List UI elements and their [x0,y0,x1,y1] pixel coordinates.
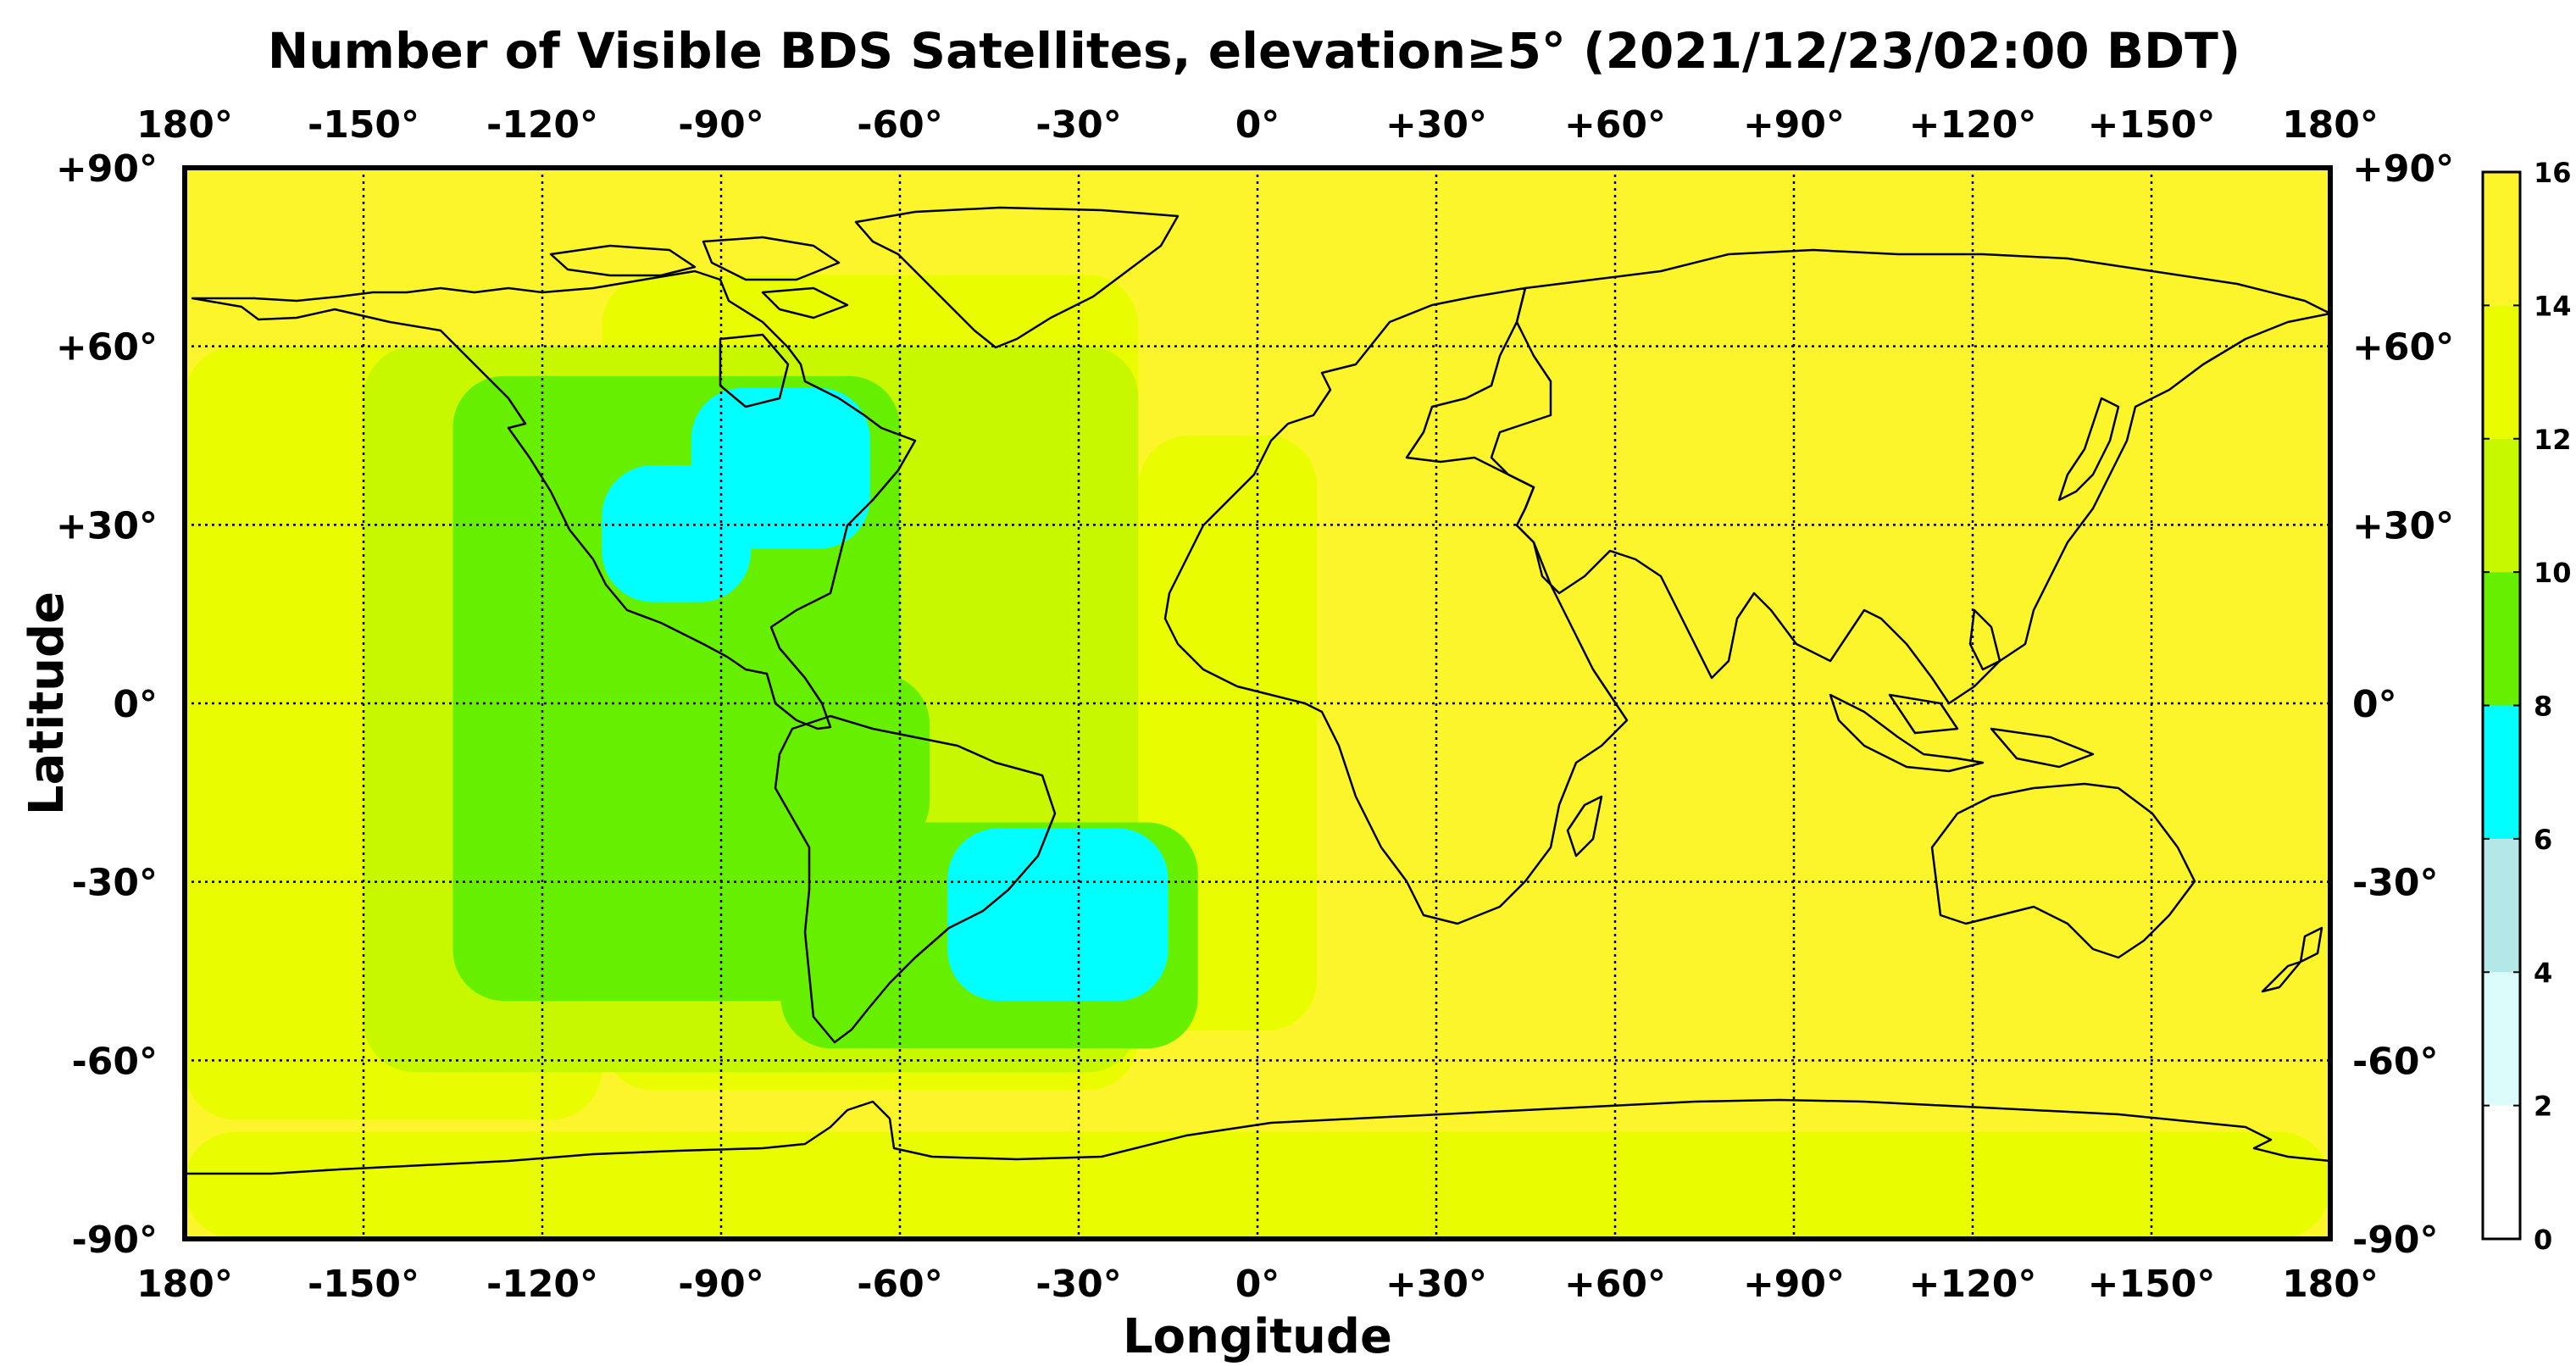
lon-tick-label-bottom: +60° [1564,1263,1666,1306]
lon-tick-label-top: 180° [136,103,233,147]
lat-tick-label-right: +90° [2352,147,2454,191]
lat-tick-label-left: -60° [72,1040,158,1083]
map-title: Number of Visible BDS Satellites, elevat… [268,22,2241,80]
lon-tick-label-top: +30° [1385,103,1487,147]
map-grid [185,168,2330,1239]
lon-ticks-top: 180° -150° -120° -90° -60° -30° 0° +30° +60° +90°… [136,103,2379,147]
lon-tick-label-bottom: +120° [1909,1263,2037,1306]
lon-tick-label-bottom: 180° [136,1263,233,1306]
lon-tick-label-top: +60° [1564,103,1666,147]
lat-tick-label-right: -30° [2352,862,2439,905]
lat-tick-label-right: -90° [2352,1219,2439,1262]
colorbar-tick-label: 2 [2534,1091,2552,1123]
coastline-indonesia [1829,608,2095,773]
lon-tick-label-bottom: +90° [1743,1263,1845,1306]
lon-tick-label-top: +150° [2088,103,2216,147]
coastline-australia [1930,782,2196,959]
map-frame [182,165,2333,1241]
coastline-japan [2057,397,2120,502]
coastline-madagascar [1566,795,1603,858]
lon-tick-label-bottom: -30° [1035,1263,1122,1306]
colorbar-band [2483,305,2520,439]
lon-tick-label-top: +120° [1909,103,2037,147]
lon-tick-label-bottom: -60° [857,1263,943,1306]
colorbar-tick-label: 12 [2534,424,2572,456]
colorbar-band [2483,1105,2520,1239]
coastline-asia [1490,248,2330,705]
coastline-new-zealand [2261,926,2323,993]
colorbar-band [2483,572,2520,706]
colorbar-tick-label: 14 [2534,290,2572,322]
lon-tick-label-bottom: -120° [486,1263,598,1306]
lon-tick-label-top: -150° [308,103,419,147]
lat-ticks-right: +90° +60° +30° 0° -30° -60° -90° [2352,147,2454,1262]
lon-tick-label-bottom: +150° [2088,1263,2216,1306]
colorbar-band [2483,438,2520,573]
lon-tick-label-bottom: 180° [2282,1263,2379,1306]
map-plot-area [182,165,2333,1241]
lon-tick-label-bottom: +30° [1385,1263,1487,1306]
lon-tick-label-top: -90° [678,103,764,147]
lon-tick-label-top: 180° [2282,103,2379,147]
lon-ticks-bottom: 180° -150° -120° -90° -60° -30° 0° +30° +60° +90°… [136,1263,2379,1306]
lat-tick-label-right: 0° [2352,683,2397,726]
coverage-region-10 [947,828,1169,1002]
lon-tick-label-top: 0° [1235,103,1280,147]
colorbar-tick-label: 16 [2534,157,2572,189]
colorbar-tick-label: 4 [2534,957,2552,989]
coastline-south-america [774,714,1057,1044]
colorbar-band [2483,972,2520,1106]
colorbar-bands [2483,172,2520,1239]
lon-tick-label-bottom: -150° [308,1263,419,1306]
coverage-regions [185,275,2330,1239]
colorbar-tick-label: 8 [2534,691,2552,723]
lat-tick-label-right: +30° [2352,504,2454,547]
lat-tick-label-right: -60° [2352,1040,2439,1083]
lat-tick-label-right: +60° [2352,326,2454,369]
coastline-greenland [854,206,1180,349]
lat-tick-label-left: 0° [113,683,158,726]
lon-tick-label-top: +90° [1743,103,1845,147]
x-axis-label: Longitude [1123,1309,1392,1364]
coverage-region-7 [602,673,930,852]
coastline-arctic-islands [549,236,849,319]
lon-tick-label-top: -30° [1035,103,1122,147]
lon-tick-label-top: -60° [857,103,943,147]
lat-ticks-left: +90° +60° +30° 0° -30° -60° -90° [56,147,158,1262]
colorbar-band [2483,838,2520,973]
lat-tick-label-left: +90° [56,147,158,191]
lon-tick-label-bottom: 0° [1235,1263,1280,1306]
colorbar-tick-label: 6 [2534,824,2552,856]
lon-tick-label-top: -120° [486,103,598,147]
colorbar-ticks: 0 2 4 6 8 10 12 14 16 [2483,157,2572,1256]
lat-tick-label-left: +30° [56,504,158,547]
lat-tick-label-left: -90° [72,1219,158,1262]
coverage-region-9 [691,387,870,549]
coastline-antarctica [185,1098,2330,1175]
coastlines [185,206,2330,1175]
lon-tick-label-bottom: -90° [678,1263,764,1306]
colorbar-tick-label: 10 [2534,557,2572,589]
colorbar-band [2483,172,2520,306]
colorbar-tick-label: 0 [2534,1224,2552,1256]
lat-tick-label-left: +60° [56,326,158,369]
colorbar: 0 2 4 6 8 10 12 14 16 [2481,157,2572,1256]
coastline-north-america [191,269,917,730]
colorbar-band [2483,705,2520,839]
lat-tick-label-left: -30° [72,862,158,905]
y-axis-label: Latitude [19,591,75,815]
